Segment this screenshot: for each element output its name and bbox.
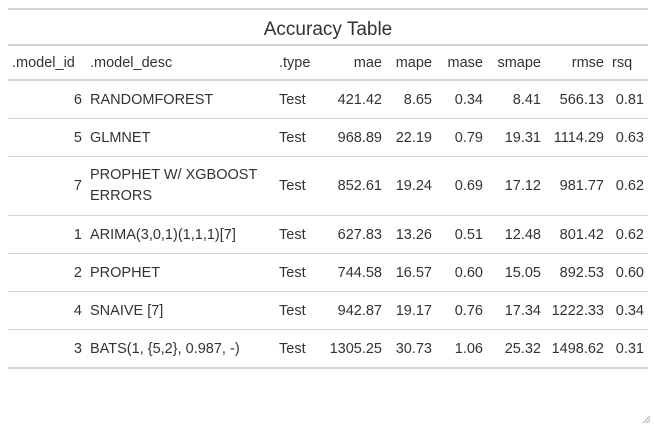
header-rmse: rmse [545,46,608,81]
header-mape: mape [386,46,436,81]
cell-model-id: 7 [8,156,86,216]
cell-mape: 19.17 [386,291,436,330]
table-row: 4 SNAIVE [7] Test 942.87 19.17 0.76 17.3… [8,291,648,330]
cell-mase: 0.69 [436,156,487,216]
header-mae: mae [321,46,386,81]
cell-rmse: 566.13 [545,80,608,119]
cell-rsq: 0.34 [608,291,648,330]
cell-rmse: 1222.33 [545,291,608,330]
cell-rmse: 1498.62 [545,329,608,369]
table-row: 5 GLMNET Test 968.89 22.19 0.79 19.31 11… [8,118,648,157]
cell-model-desc: ARIMA(3,0,1)(1,1,1)[7] [86,215,275,254]
header-rsq: rsq [608,46,648,81]
cell-model-desc: PROPHET [86,253,275,292]
cell-rsq: 0.62 [608,215,648,254]
resize-grip-icon[interactable] [642,415,651,424]
cell-mae: 942.87 [321,291,386,330]
cell-type: Test [275,80,321,119]
cell-mae: 744.58 [321,253,386,292]
cell-mae: 421.42 [321,80,386,119]
table-title: Accuracy Table [8,8,648,46]
table-row: 2 PROPHET Test 744.58 16.57 0.60 15.05 8… [8,253,648,292]
table-container: Accuracy Table .model_id .model_desc .ty… [8,8,648,369]
table-row: 1 ARIMA(3,0,1)(1,1,1)[7] Test 627.83 13.… [8,215,648,254]
cell-mase: 0.51 [436,215,487,254]
cell-model-id: 5 [8,118,86,157]
header-row: .model_id .model_desc .type mae mape mas… [8,46,648,81]
cell-model-id: 4 [8,291,86,330]
header-type: .type [275,46,321,81]
cell-rmse: 801.42 [545,215,608,254]
cell-mape: 16.57 [386,253,436,292]
cell-smape: 15.05 [487,253,545,292]
header-mase: mase [436,46,487,81]
cell-model-id: 2 [8,253,86,292]
cell-model-desc: GLMNET [86,118,275,157]
cell-mae: 627.83 [321,215,386,254]
cell-mape: 30.73 [386,329,436,369]
cell-model-desc: RANDOMFOREST [86,80,275,119]
cell-type: Test [275,253,321,292]
cell-smape: 12.48 [487,215,545,254]
cell-rsq: 0.63 [608,118,648,157]
cell-rmse: 1114.29 [545,118,608,157]
cell-mape: 22.19 [386,118,436,157]
header-model-desc: .model_desc [86,46,275,81]
cell-smape: 8.41 [487,80,545,119]
cell-mape: 19.24 [386,156,436,216]
cell-model-desc: BATS(1, {5,2}, 0.987, -) [86,329,275,369]
cell-rmse: 892.53 [545,253,608,292]
cell-mase: 1.06 [436,329,487,369]
cell-model-id: 3 [8,329,86,369]
cell-type: Test [275,118,321,157]
cell-mase: 0.60 [436,253,487,292]
cell-mase: 0.34 [436,80,487,119]
cell-rsq: 0.62 [608,156,648,216]
cell-rmse: 981.77 [545,156,608,216]
cell-mae: 1305.25 [321,329,386,369]
table-row: 7 PROPHET W/ XGBOOST ERRORS Test 852.61 … [8,156,648,216]
cell-mase: 0.79 [436,118,487,157]
cell-smape: 17.12 [487,156,545,216]
cell-type: Test [275,291,321,330]
cell-rsq: 0.81 [608,80,648,119]
cell-smape: 25.32 [487,329,545,369]
cell-model-id: 6 [8,80,86,119]
table-row: 3 BATS(1, {5,2}, 0.987, -) Test 1305.25 … [8,329,648,369]
cell-smape: 19.31 [487,118,545,157]
header-smape: smape [487,46,545,81]
accuracy-table: .model_id .model_desc .type mae mape mas… [8,46,648,369]
header-model-id: .model_id [8,46,86,81]
cell-type: Test [275,215,321,254]
cell-mase: 0.76 [436,291,487,330]
cell-model-id: 1 [8,215,86,254]
cell-rsq: 0.31 [608,329,648,369]
cell-mae: 852.61 [321,156,386,216]
cell-model-desc: PROPHET W/ XGBOOST ERRORS [86,156,275,216]
cell-rsq: 0.60 [608,253,648,292]
cell-type: Test [275,156,321,216]
cell-mape: 13.26 [386,215,436,254]
cell-model-desc: SNAIVE [7] [86,291,275,330]
cell-smape: 17.34 [487,291,545,330]
cell-mae: 968.89 [321,118,386,157]
cell-type: Test [275,329,321,369]
table-row: 6 RANDOMFOREST Test 421.42 8.65 0.34 8.4… [8,80,648,119]
cell-mape: 8.65 [386,80,436,119]
